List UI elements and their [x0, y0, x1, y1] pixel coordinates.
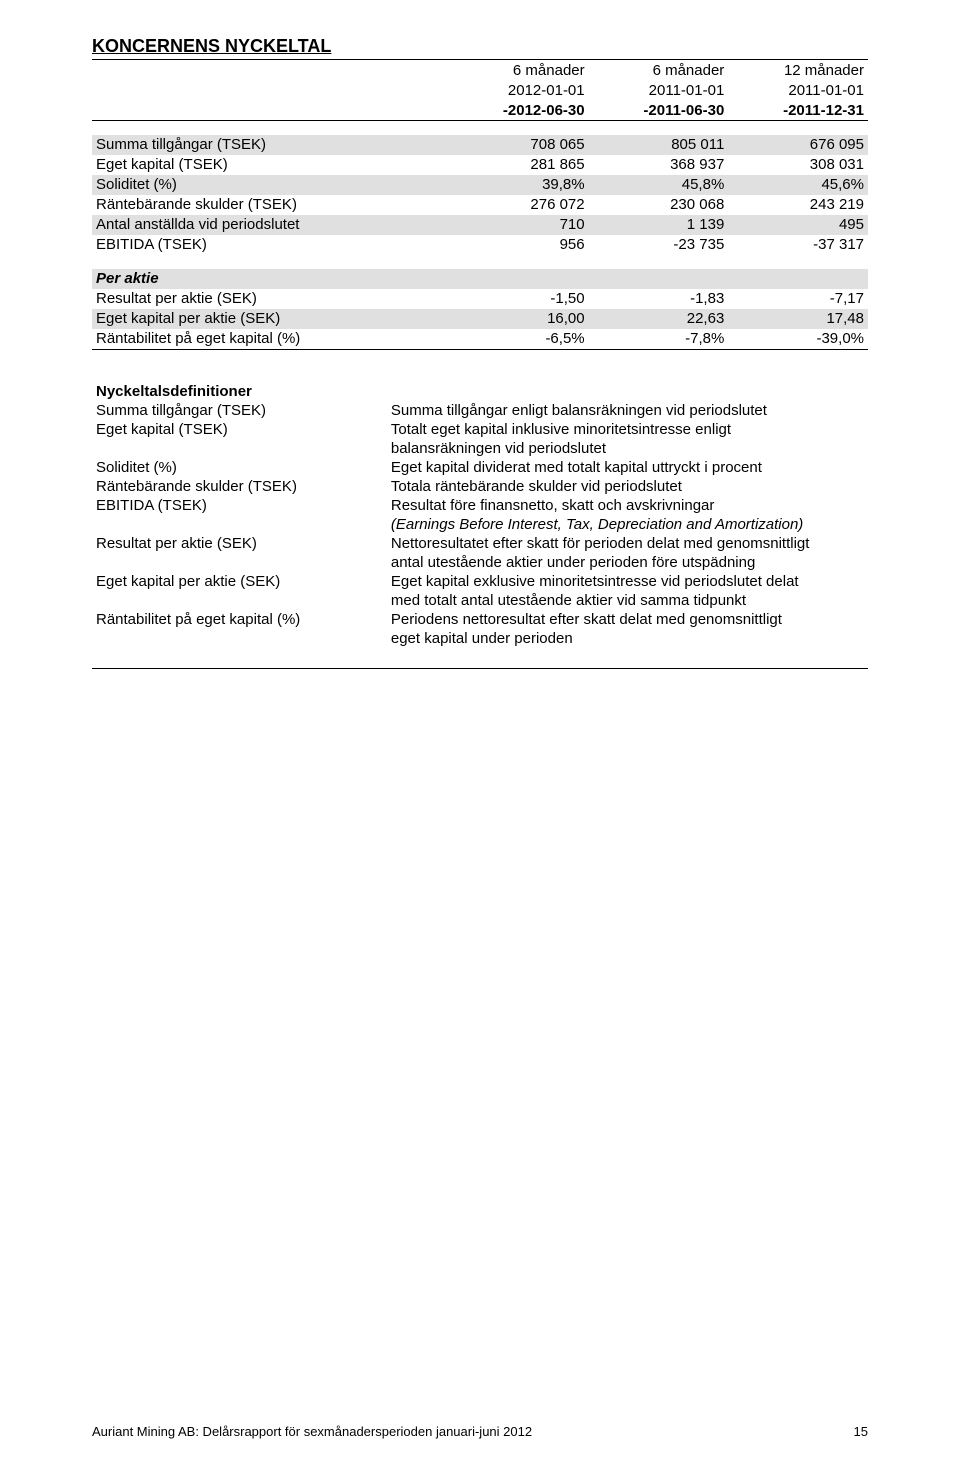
kpi-row-2-v3: 45,6% [728, 175, 868, 195]
def-row-1-text: Totalt eget kapital inklusive minoritets… [387, 420, 868, 439]
def-row-5-cont: antal utestående aktier under perioden f… [92, 553, 868, 572]
definitions-heading: Nyckeltalsdefinitioner [92, 382, 387, 401]
kpi-row-4-v2: 1 139 [589, 215, 729, 235]
def-row-7-cont: eget kapital under perioden [92, 629, 868, 648]
kpi-row-1-v1: 281 865 [449, 155, 589, 175]
per-aktie-row-1-v3: 17,48 [728, 309, 868, 329]
def-row-3: Räntebärande skulder (TSEK)Totala ränteb… [92, 477, 868, 496]
def-row-7: Räntabilitet på eget kapital (%)Perioden… [92, 610, 868, 629]
per-aktie-row-2-label: Räntabilitet på eget kapital (%) [92, 329, 449, 350]
kpi-row-1-label: Eget kapital (TSEK) [92, 155, 449, 175]
kpi-row-0-v2: 805 011 [589, 135, 729, 155]
def-row-7-text: Periodens nettoresultat efter skatt dela… [387, 610, 868, 629]
kpi-row-2: Soliditet (%)39,8%45,8%45,6% [92, 175, 868, 195]
kpi-row-0-v3: 676 095 [728, 135, 868, 155]
def-row-3-label: Räntebärande skulder (TSEK) [92, 477, 387, 496]
def-row-6-text: Eget kapital exklusive minoritetsintress… [387, 572, 868, 591]
per-aktie-row-1-v2: 22,63 [589, 309, 729, 329]
footer-text: Auriant Mining AB: Delårsrapport för sex… [92, 1424, 532, 1439]
def-row-0: Summa tillgångar (TSEK)Summa tillgångar … [92, 401, 868, 420]
def-row-0-text: Summa tillgångar enligt balansräkningen … [387, 401, 868, 420]
per-aktie-row-0: Resultat per aktie (SEK)-1,50-1,83-7,17 [92, 289, 868, 309]
def-row-0-label: Summa tillgångar (TSEK) [92, 401, 387, 420]
per-aktie-row-1-label: Eget kapital per aktie (SEK) [92, 309, 449, 329]
kpi-row-0-label: Summa tillgångar (TSEK) [92, 135, 449, 155]
header-col2-line2: 2011-01-01 [589, 80, 729, 100]
kpi-row-5-label: EBITIDA (TSEK) [92, 235, 449, 255]
header-col3-line1: 12 månader [728, 60, 868, 81]
per-aktie-row-2-v1: -6,5% [449, 329, 589, 350]
def-row-5: Resultat per aktie (SEK)Nettoresultatet … [92, 534, 868, 553]
per-aktie-row-0-v3: -7,17 [728, 289, 868, 309]
def-row-1-cont: balansräkningen vid periodslutet [92, 439, 868, 458]
kpi-row-3: Räntebärande skulder (TSEK)276 072230 06… [92, 195, 868, 215]
header-col1-line1: 6 månader [449, 60, 589, 81]
def-row-6-label: Eget kapital per aktie (SEK) [92, 572, 387, 591]
kpi-row-4-v3: 495 [728, 215, 868, 235]
per-aktie-row-2-v2: -7,8% [589, 329, 729, 350]
header-col2-line1: 6 månader [589, 60, 729, 81]
per-aktie-row-0-label: Resultat per aktie (SEK) [92, 289, 449, 309]
kpi-row-3-label: Räntebärande skulder (TSEK) [92, 195, 449, 215]
header-col3-line3: -2011-12-31 [728, 100, 868, 121]
kpi-row-5-v3: -37 317 [728, 235, 868, 255]
footer-page-number: 15 [854, 1424, 868, 1439]
kpi-row-2-label: Soliditet (%) [92, 175, 449, 195]
per-aktie-row-1-v1: 16,00 [449, 309, 589, 329]
per-aktie-row-2-v3: -39,0% [728, 329, 868, 350]
def-row-3-text: Totala räntebärande skulder vid periodsl… [387, 477, 868, 496]
header-col2-line3: -2011-06-30 [589, 100, 729, 121]
kpi-row-5-v2: -23 735 [589, 235, 729, 255]
header-col1-line2: 2012-01-01 [449, 80, 589, 100]
def-row-2: Soliditet (%)Eget kapital dividerat med … [92, 458, 868, 477]
per-aktie-heading-row: Per aktie [92, 269, 868, 289]
per-aktie-row-2: Räntabilitet på eget kapital (%)-6,5%-7,… [92, 329, 868, 350]
def-row-4-label: EBITIDA (TSEK) [92, 496, 387, 515]
def-row-4-text: Resultat före finansnetto, skatt och avs… [387, 496, 868, 515]
kpi-row-2-v1: 39,8% [449, 175, 589, 195]
kpi-row-4-label: Antal anställda vid periodslutet [92, 215, 449, 235]
kpi-row-2-v2: 45,8% [589, 175, 729, 195]
def-row-1: Eget kapital (TSEK)Totalt eget kapital i… [92, 420, 868, 439]
header-col3-line2: 2011-01-01 [728, 80, 868, 100]
kpi-row-3-v1: 276 072 [449, 195, 589, 215]
kpi-row-5-v1: 956 [449, 235, 589, 255]
page-title: KONCERNENS NYCKELTAL [92, 36, 868, 57]
kpi-row-3-v3: 243 219 [728, 195, 868, 215]
definitions-table: NyckeltalsdefinitionerSumma tillgångar (… [92, 382, 868, 648]
per-aktie-row-0-v1: -1,50 [449, 289, 589, 309]
per-aktie-row-1: Eget kapital per aktie (SEK)16,0022,6317… [92, 309, 868, 329]
def-row-4: EBITIDA (TSEK)Resultat före finansnetto,… [92, 496, 868, 515]
kpi-row-5: EBITIDA (TSEK)956-23 735-37 317 [92, 235, 868, 255]
def-row-6-cont: med totalt antal utestående aktier vid s… [92, 591, 868, 610]
kpi-row-1-v2: 368 937 [589, 155, 729, 175]
per-aktie-heading: Per aktie [92, 269, 449, 289]
def-row-6-text2: med totalt antal utestående aktier vid s… [387, 591, 868, 610]
def-row-2-label: Soliditet (%) [92, 458, 387, 477]
definitions-heading-row: Nyckeltalsdefinitioner [92, 382, 868, 401]
def-row-6: Eget kapital per aktie (SEK)Eget kapital… [92, 572, 868, 591]
kpi-row-3-v2: 230 068 [589, 195, 729, 215]
def-row-2-text: Eget kapital dividerat med totalt kapita… [387, 458, 868, 477]
def-row-7-label: Räntabilitet på eget kapital (%) [92, 610, 387, 629]
def-row-5-text: Nettoresultatet efter skatt för perioden… [387, 534, 868, 553]
header-col1-line3: -2012-06-30 [449, 100, 589, 121]
page-footer: Auriant Mining AB: Delårsrapport för sex… [92, 1424, 868, 1439]
bottom-rule [92, 668, 868, 669]
kpi-row-0-v1: 708 065 [449, 135, 589, 155]
def-row-4-cont: (Earnings Before Interest, Tax, Deprecia… [92, 515, 868, 534]
def-row-5-label: Resultat per aktie (SEK) [92, 534, 387, 553]
def-row-5-text2: antal utestående aktier under perioden f… [387, 553, 868, 572]
kpi-row-4-v1: 710 [449, 215, 589, 235]
kpi-row-1: Eget kapital (TSEK)281 865368 937308 031 [92, 155, 868, 175]
kpi-row-0: Summa tillgångar (TSEK)708 065805 011676… [92, 135, 868, 155]
kpi-row-1-v3: 308 031 [728, 155, 868, 175]
kpi-table: 6 månader 6 månader 12 månader 2012-01-0… [92, 59, 868, 350]
def-row-4-text2: (Earnings Before Interest, Tax, Deprecia… [387, 515, 868, 534]
def-row-7-text2: eget kapital under perioden [387, 629, 868, 648]
per-aktie-row-0-v2: -1,83 [589, 289, 729, 309]
def-row-1-text2: balansräkningen vid periodslutet [387, 439, 868, 458]
kpi-row-4: Antal anställda vid periodslutet7101 139… [92, 215, 868, 235]
def-row-1-label: Eget kapital (TSEK) [92, 420, 387, 439]
